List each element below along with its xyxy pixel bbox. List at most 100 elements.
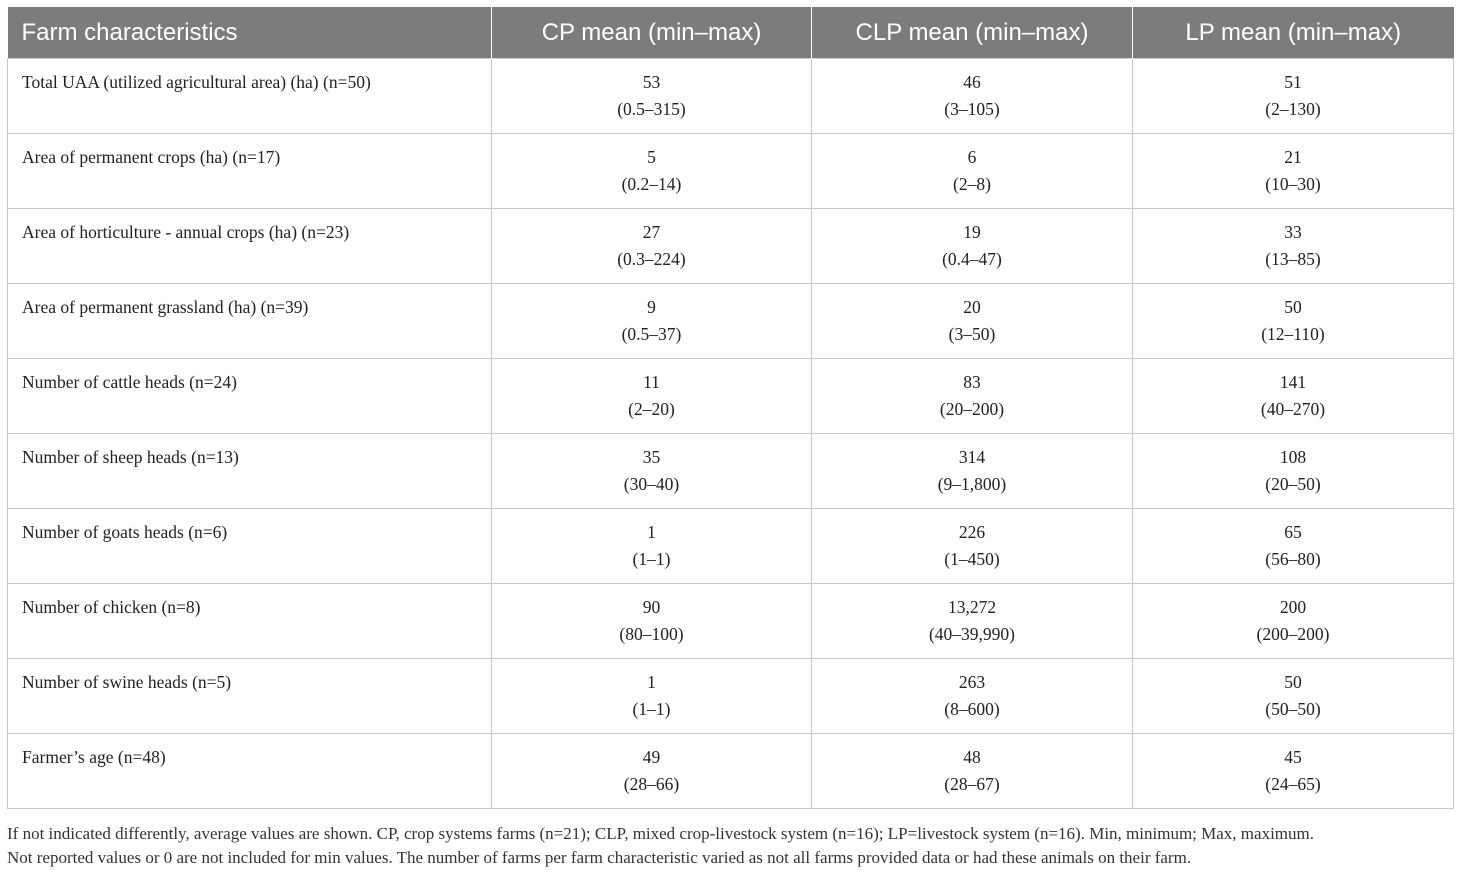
farm-characteristics-table-container: Farm characteristics CP mean (min–max) C… [7,7,1454,809]
table-row: Number of cattle heads (n=24) 11 (2–20) 83 (… [7,358,1454,434]
lp-cell: 141 (40–270) [1132,358,1454,434]
cp-range-value: (1–1) [632,699,671,719]
cp-range-value: (0.3–224) [617,249,686,269]
lp-mean-value: 65 [1284,522,1302,542]
lp-range-value: (2–130) [1265,99,1321,119]
cp-cell: 49 (28–66) [491,733,812,809]
clp-mean-value: 13,272 [947,597,997,617]
lp-range-value: (50–50) [1265,699,1321,719]
row-label: Number of chicken (n=8) [7,583,492,659]
lp-range-value: (200–200) [1256,624,1330,644]
clp-cell: 6 (2–8) [811,133,1133,209]
clp-mean-value: 83 [963,372,981,392]
lp-range-value: (10–30) [1265,174,1321,194]
table-row: Number of swine heads (n=5) 1 (1–1) 263 (8–6… [7,658,1454,734]
clp-range-value: (3–105) [944,99,1000,119]
lp-mean-value: 108 [1279,447,1307,467]
lp-range-value: (13–85) [1265,249,1321,269]
table-row: Total UAA (utilized agricultural area) (… [7,58,1454,134]
lp-range-value: (12–110) [1261,324,1325,344]
cp-mean-value: 27 [642,222,661,242]
cp-mean-value: 5 [647,147,656,167]
clp-mean-value: 46 [963,72,981,92]
cp-cell: 1 (1–1) [491,658,812,734]
lp-mean-value: 50 [1284,297,1302,317]
cp-cell: 27 (0.3–224) [491,208,812,284]
clp-cell: 83 (20–200) [811,358,1133,434]
clp-mean-value: 263 [958,672,986,692]
header-lp-mean: LP mean (min–max) [1132,7,1454,59]
farm-characteristics-table: Farm characteristics CP mean (min–max) C… [7,7,1454,809]
table-row: Farmer’s age (n=48) 49 (28–66) 48 (28–67) 45 (… [7,733,1454,809]
lp-mean-value: 141 [1279,372,1307,392]
clp-cell: 46 (3–105) [811,58,1133,134]
lp-mean-value: 33 [1284,222,1302,242]
clp-range-value: (0.4–47) [942,249,1002,269]
cp-range-value: (2–20) [628,399,675,419]
cp-range-value: (0.2–14) [621,174,682,194]
cp-cell: 90 (80–100) [491,583,812,659]
clp-range-value: (28–67) [944,774,1000,794]
clp-cell: 226 (1–450) [811,508,1133,584]
clp-range-value: (2–8) [953,174,991,194]
cp-mean-value: 35 [642,447,661,467]
lp-range-value: (40–270) [1260,399,1326,419]
clp-cell: 20 (3–50) [811,283,1133,359]
table-row: Area of permanent crops (ha) (n=17) 5 (0.2… [7,133,1454,209]
row-label: Number of cattle heads (n=24) [7,358,492,434]
cp-mean-value: 11 [643,372,660,392]
lp-mean-value: 50 [1284,672,1302,692]
lp-cell: 45 (24–65) [1132,733,1454,809]
table-row: Number of chicken (n=8) 90 (80–100) 13,272 (… [7,583,1454,659]
clp-range-value: (3–50) [948,324,996,344]
table-footnote: If not indicated differently, average va… [7,822,1455,870]
clp-cell: 314 (9–1,800) [811,433,1133,509]
header-clp-mean: CLP mean (min–max) [811,7,1133,59]
clp-cell: 13,272 (40–39,990) [811,583,1133,659]
cp-range-value: (0.5–37) [621,324,682,344]
clp-mean-value: 48 [963,747,981,767]
clp-range-value: (20–200) [939,399,1005,419]
lp-cell: 50 (12–110) [1132,283,1454,359]
row-label: Area of permanent grassland (ha) (n=39) [7,283,492,359]
cp-mean-value: 53 [642,72,661,92]
cp-range-value: (30–40) [623,474,680,494]
lp-cell: 200 (200–200) [1132,583,1454,659]
table-body: Total UAA (utilized agricultural area) (… [7,58,1454,809]
cp-range-value: (0.5–315) [617,99,686,119]
cp-cell: 35 (30–40) [491,433,812,509]
lp-cell: 21 (10–30) [1132,133,1454,209]
lp-mean-value: 200 [1279,597,1307,617]
clp-mean-value: 19 [963,222,981,242]
table-row: Number of goats heads (n=6) 1 (1–1) 226 (1–4… [7,508,1454,584]
clp-cell: 263 (8–600) [811,658,1133,734]
cp-mean-value: 1 [647,672,656,692]
clp-mean-value: 226 [958,522,986,542]
clp-range-value: (1–450) [944,549,1000,569]
header-cp-mean: CP mean (min–max) [491,7,812,59]
row-label: Number of goats heads (n=6) [7,508,492,584]
cp-range-value: (28–66) [623,774,680,794]
row-label: Farmer’s age (n=48) [7,733,492,809]
lp-cell: 65 (56–80) [1132,508,1454,584]
table-row: Number of sheep heads (n=13) 35 (30–40) 314… [7,433,1454,509]
row-label: Total UAA (utilized agricultural area) (… [7,58,492,134]
cp-mean-value: 90 [642,597,661,617]
cp-cell: 5 (0.2–14) [491,133,812,209]
lp-mean-value: 45 [1284,747,1302,767]
footnote-line-1: If not indicated differently, average va… [7,824,1314,843]
lp-cell: 50 (50–50) [1132,658,1454,734]
cp-cell: 1 (1–1) [491,508,812,584]
lp-range-value: (24–65) [1265,774,1321,794]
lp-cell: 51 (2–130) [1132,58,1454,134]
table-row: Area of permanent grassland (ha) (n=39) 9… [7,283,1454,359]
cp-mean-value: 9 [647,297,656,317]
table-row: Area of horticulture - annual crops (ha)… [7,208,1454,284]
clp-mean-value: 20 [963,297,981,317]
cp-range-value: (80–100) [619,624,684,644]
cp-mean-value: 1 [647,522,656,542]
lp-range-value: (56–80) [1265,549,1321,569]
cp-cell: 9 (0.5–37) [491,283,812,359]
clp-range-value: (40–39,990) [928,624,1016,644]
row-label: Number of sheep heads (n=13) [7,433,492,509]
